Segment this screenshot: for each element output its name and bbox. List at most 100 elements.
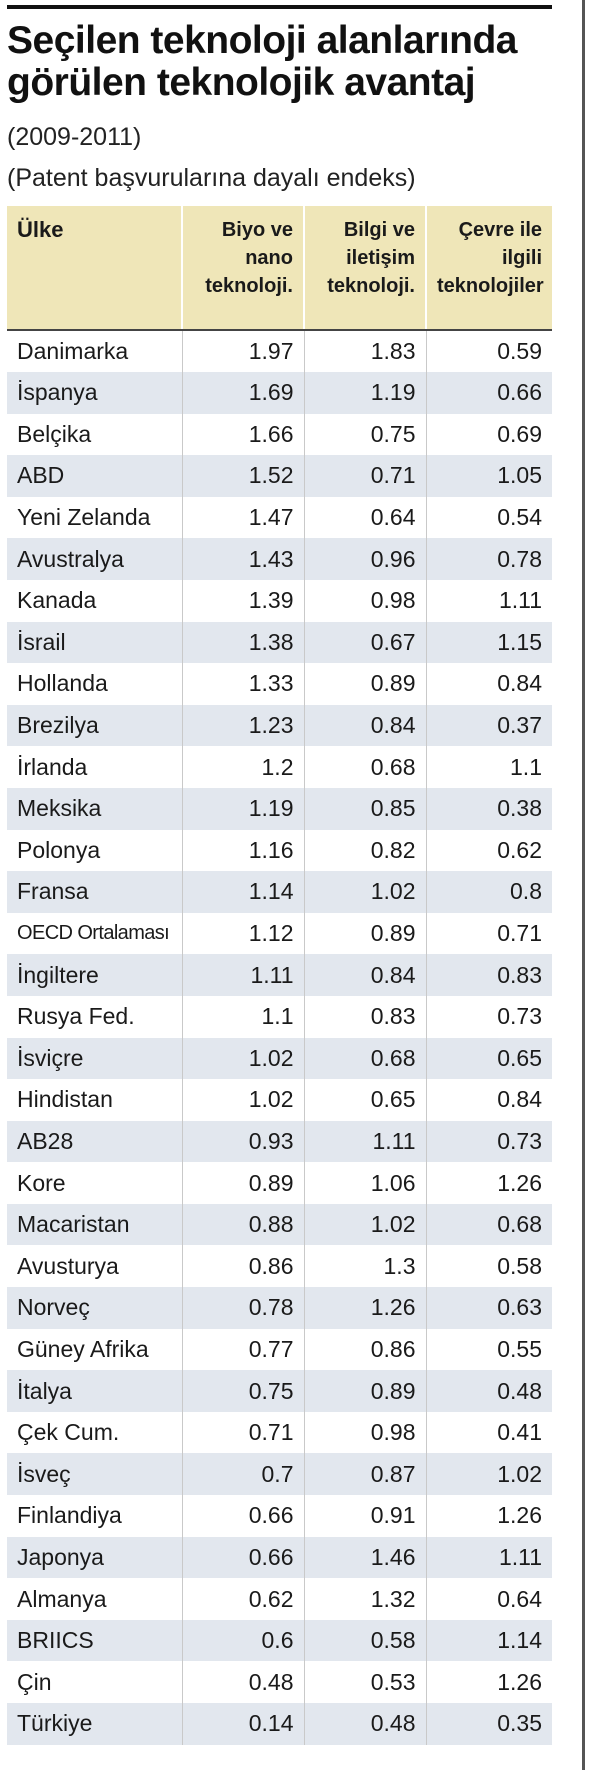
country-cell: AB28 xyxy=(7,1120,183,1163)
ict-value: 1.32 xyxy=(304,1578,427,1620)
ict-value: 0.65 xyxy=(304,1079,427,1121)
environment-value: 0.65 xyxy=(426,1037,552,1080)
ict-value: 1.02 xyxy=(304,871,427,913)
ict-value: 1.83 xyxy=(304,330,427,372)
environment-value: 0.64 xyxy=(426,1578,552,1620)
bio-nano-value: 1.39 xyxy=(182,579,305,622)
table-row: Almanya 0.62 1.32 0.64 xyxy=(7,1578,552,1620)
bio-nano-value: 1.97 xyxy=(182,330,305,372)
environment-value: 0.71 xyxy=(426,912,552,955)
table-body: Danimarka 1.97 1.83 0.59 İspanya 1.69 1.19 0.66… xyxy=(7,330,552,1745)
bio-nano-value: 1.11 xyxy=(182,954,305,996)
bio-nano-value: 1.33 xyxy=(182,663,305,705)
environment-value: 0.48 xyxy=(426,1370,552,1412)
country-cell: İtalya xyxy=(7,1370,183,1412)
country-cell: Belçika xyxy=(7,413,183,456)
table-row: Rusya Fed. 1.1 0.83 0.73 xyxy=(7,995,552,1038)
environment-value: 0.78 xyxy=(426,538,552,580)
bio-nano-value: 1.47 xyxy=(182,496,305,539)
country-cell: İngiltere xyxy=(7,954,183,996)
country-cell: Japonya xyxy=(7,1536,183,1579)
table-row: Güney Afrika 0.77 0.86 0.55 xyxy=(7,1328,552,1371)
ict-value: 0.71 xyxy=(304,455,427,497)
ict-value: 1.11 xyxy=(304,1120,427,1163)
ict-value: 0.89 xyxy=(304,663,427,705)
country-cell: Çek Cum. xyxy=(7,1411,183,1454)
country-cell: BRIICS xyxy=(7,1619,183,1662)
technology-advantage-table: Ülke Biyo ve nano teknoloji. Bilgi ve il… xyxy=(7,206,552,1745)
bio-nano-value: 0.93 xyxy=(182,1120,305,1163)
ict-value: 0.58 xyxy=(304,1619,427,1662)
environment-value: 1.05 xyxy=(426,455,552,497)
country-cell: Kanada xyxy=(7,579,183,622)
environment-value: 0.66 xyxy=(426,372,552,414)
table-row: Finlandiya 0.66 0.91 1.26 xyxy=(7,1495,552,1537)
ict-value: 0.98 xyxy=(304,1411,427,1454)
ict-value: 0.86 xyxy=(304,1328,427,1371)
bio-nano-value: 1.02 xyxy=(182,1079,305,1121)
table-row: İspanya 1.69 1.19 0.66 xyxy=(7,372,552,414)
table-row: Kore 0.89 1.06 1.26 xyxy=(7,1162,552,1204)
table-row: Çin 0.48 0.53 1.26 xyxy=(7,1661,552,1703)
bio-nano-value: 0.66 xyxy=(182,1495,305,1537)
country-cell: Macaristan xyxy=(7,1203,183,1246)
bio-nano-value: 0.89 xyxy=(182,1162,305,1204)
table-row: BRIICS 0.6 0.58 1.14 xyxy=(7,1619,552,1662)
environment-value: 1.02 xyxy=(426,1453,552,1496)
country-cell: İsveç xyxy=(7,1453,183,1496)
environment-value: 0.73 xyxy=(426,1120,552,1163)
ict-value: 0.75 xyxy=(304,413,427,456)
country-cell: İsrail xyxy=(7,621,183,664)
environment-value: 0.84 xyxy=(426,663,552,705)
table-row: Yeni Zelanda 1.47 0.64 0.54 xyxy=(7,496,552,539)
bio-nano-value: 1.2 xyxy=(182,746,305,788)
table-row: Macaristan 0.88 1.02 0.68 xyxy=(7,1203,552,1246)
bio-nano-value: 1.38 xyxy=(182,621,305,664)
bio-nano-value: 1.52 xyxy=(182,455,305,497)
header-environment: Çevre ile ilgili teknolojiler xyxy=(426,206,552,331)
ict-value: 0.53 xyxy=(304,1661,427,1703)
ict-value: 0.98 xyxy=(304,579,427,622)
table-row: Avusturya 0.86 1.3 0.58 xyxy=(7,1245,552,1288)
country-cell: Finlandiya xyxy=(7,1495,183,1537)
bio-nano-value: 1.43 xyxy=(182,538,305,580)
ict-value: 1.46 xyxy=(304,1536,427,1579)
bio-nano-value: 0.62 xyxy=(182,1578,305,1620)
country-cell: Norveç xyxy=(7,1287,183,1329)
table-row: ABD 1.52 0.71 1.05 xyxy=(7,455,552,497)
environment-value: 0.83 xyxy=(426,954,552,996)
bio-nano-value: 0.6 xyxy=(182,1619,305,1662)
ict-value: 0.48 xyxy=(304,1703,427,1745)
table-row: Avustralya 1.43 0.96 0.78 xyxy=(7,538,552,580)
country-cell: OECD Ortalaması xyxy=(7,912,183,955)
table-row: İtalya 0.75 0.89 0.48 xyxy=(7,1370,552,1412)
environment-value: 0.59 xyxy=(426,330,552,372)
bio-nano-value: 0.88 xyxy=(182,1203,305,1246)
ict-value: 0.83 xyxy=(304,995,427,1038)
table-row: Danimarka 1.97 1.83 0.59 xyxy=(7,330,552,372)
ict-value: 0.68 xyxy=(304,746,427,788)
country-cell: Kore xyxy=(7,1162,183,1204)
country-cell: İspanya xyxy=(7,372,183,414)
ict-value: 0.84 xyxy=(304,954,427,996)
environment-value: 0.84 xyxy=(426,1079,552,1121)
bio-nano-value: 0.75 xyxy=(182,1370,305,1412)
ict-value: 0.96 xyxy=(304,538,427,580)
bio-nano-value: 0.77 xyxy=(182,1328,305,1371)
ict-value: 1.06 xyxy=(304,1162,427,1204)
ict-value: 1.02 xyxy=(304,1203,427,1246)
ict-value: 0.84 xyxy=(304,704,427,747)
environment-value: 0.73 xyxy=(426,995,552,1038)
country-cell: İsviçre xyxy=(7,1037,183,1080)
environment-value: 0.41 xyxy=(426,1411,552,1454)
header-country: Ülke xyxy=(7,206,183,331)
ict-value: 1.26 xyxy=(304,1287,427,1329)
table-row: İrlanda 1.2 0.68 1.1 xyxy=(7,746,552,788)
table-row: Hollanda 1.33 0.89 0.84 xyxy=(7,663,552,705)
bio-nano-value: 1.23 xyxy=(182,704,305,747)
title-line-1: Seçilen teknoloji alanlarında xyxy=(7,19,518,62)
ict-value: 0.64 xyxy=(304,496,427,539)
table-header-row: Ülke Biyo ve nano teknoloji. Bilgi ve il… xyxy=(7,206,552,331)
environment-value: 0.55 xyxy=(426,1328,552,1371)
header-ict: Bilgi ve iletişim teknoloji. xyxy=(304,206,427,331)
